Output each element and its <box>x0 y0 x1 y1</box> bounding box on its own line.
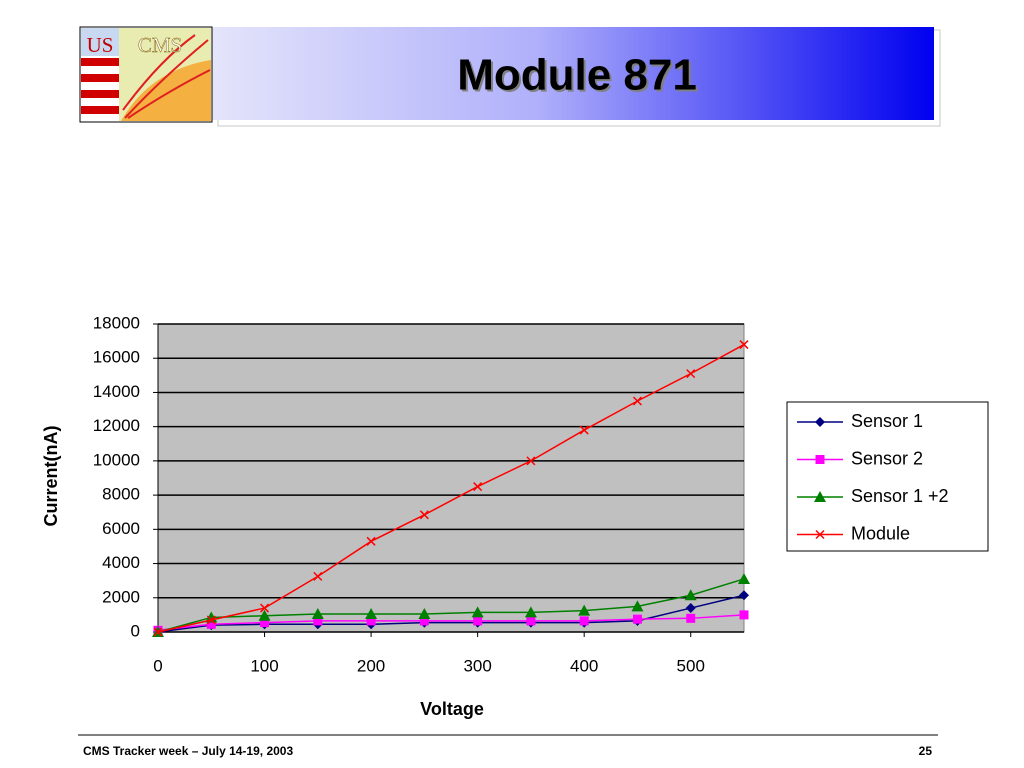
marker <box>526 616 536 626</box>
legend: Sensor 1 Sensor 2 Sensor 1 +2 Module <box>797 411 949 543</box>
marker <box>739 590 749 601</box>
marker <box>524 606 537 618</box>
marker <box>578 604 591 616</box>
marker <box>311 608 324 620</box>
x-tick-label: 300 <box>463 656 491 675</box>
logo-tracks <box>122 34 211 119</box>
title-shadow: Module 871 <box>459 53 699 102</box>
marker <box>365 608 378 620</box>
marker <box>418 608 431 620</box>
footer-text: CMS Tracker week – July 14-19, 2003 <box>83 744 293 758</box>
x-tick-label: 400 <box>570 656 598 675</box>
legend-label: Sensor 1 +2 <box>851 486 949 506</box>
legend-label: Sensor 1 <box>851 411 923 431</box>
y-axis-label: Current(nA) <box>41 426 61 527</box>
marker <box>206 619 216 629</box>
marker <box>815 529 825 540</box>
x-tick-label: 500 <box>677 656 705 675</box>
y-tick-label: 12000 <box>93 416 140 435</box>
y-tick-label: 2000 <box>102 587 140 606</box>
logo-swoosh <box>121 60 211 121</box>
marker <box>684 589 697 601</box>
marker <box>686 369 696 379</box>
marker <box>471 606 484 618</box>
logo-cms: CMS <box>138 33 182 57</box>
marker <box>579 616 589 626</box>
legend-label: Sensor 2 <box>851 448 923 468</box>
marker <box>686 613 696 623</box>
x-tick-label: 0 <box>153 656 162 675</box>
chart: 0200040006000800010000120001400016000180… <box>93 313 750 675</box>
marker <box>366 536 376 546</box>
marker <box>579 425 589 435</box>
marker <box>738 572 750 584</box>
marker <box>739 340 749 350</box>
marker <box>815 455 825 464</box>
marker <box>526 456 536 466</box>
marker <box>206 615 216 625</box>
plot-area <box>157 323 745 633</box>
page-number: 25 <box>919 744 933 758</box>
banner <box>212 27 934 120</box>
logo-stripe <box>81 74 119 82</box>
marker <box>260 603 270 613</box>
legend-label: Module <box>851 523 910 543</box>
logo-canton <box>81 28 119 56</box>
marker <box>632 614 642 624</box>
marker <box>419 510 429 520</box>
y-tick-label: 0 <box>131 621 140 640</box>
logo: US CMS <box>79 26 213 123</box>
x-tick-label: 100 <box>250 656 278 675</box>
marker <box>815 417 825 427</box>
logo-stripe <box>81 106 119 114</box>
marker <box>685 603 696 614</box>
marker <box>631 600 644 612</box>
y-tick-label: 8000 <box>102 485 140 504</box>
series-line <box>157 578 745 633</box>
series-line <box>157 614 745 632</box>
logo-stripe <box>81 90 119 98</box>
marker <box>739 610 749 620</box>
marker <box>153 627 163 637</box>
y-tick-label: 16000 <box>93 348 140 367</box>
x-axis-label: Voltage <box>420 699 484 719</box>
marker <box>366 616 376 626</box>
marker <box>814 491 826 502</box>
legend-box <box>786 401 989 552</box>
y-tick-label: 4000 <box>102 553 140 572</box>
y-tick-label: 18000 <box>93 313 140 332</box>
series-line <box>157 343 745 633</box>
marker <box>419 616 429 626</box>
logo-stripe <box>81 58 119 66</box>
marker <box>260 618 270 628</box>
y-tick-label: 6000 <box>102 519 140 538</box>
y-tick-label: 14000 <box>93 382 140 401</box>
y-tick-label: 10000 <box>93 450 140 469</box>
x-tick-label: 200 <box>357 656 385 675</box>
logo-us: US <box>87 33 114 57</box>
marker <box>473 616 483 626</box>
slide-title: Module 871 <box>457 51 697 100</box>
marker <box>632 396 642 406</box>
marker <box>313 571 323 581</box>
marker <box>258 609 271 621</box>
marker <box>313 616 323 626</box>
marker <box>473 482 483 492</box>
